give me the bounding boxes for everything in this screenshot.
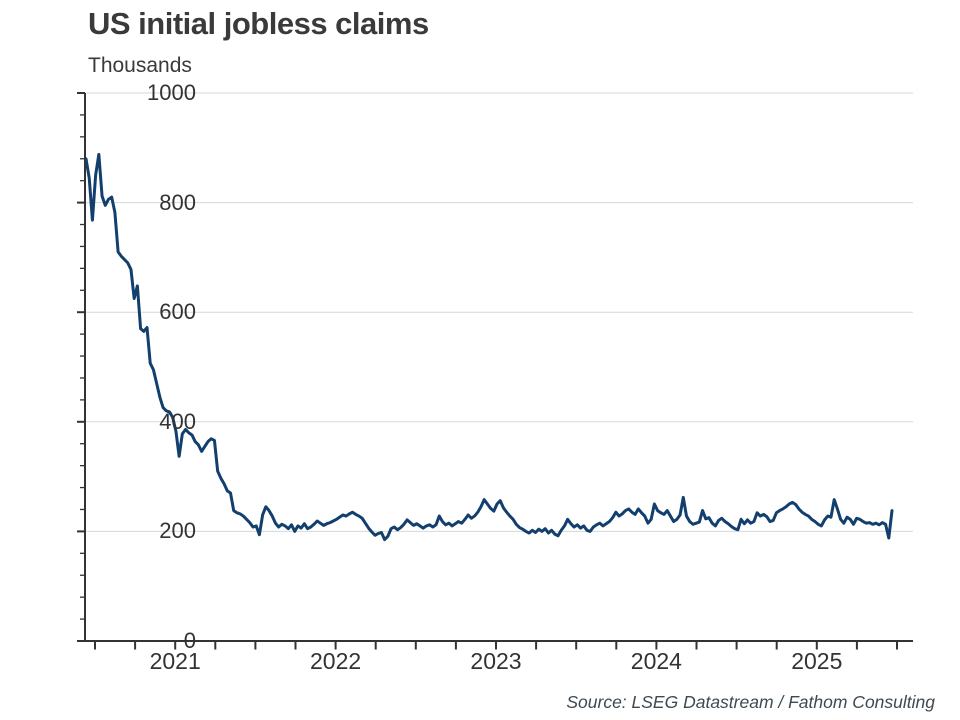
y-axis-tick-label-0: 0	[183, 628, 196, 653]
y-axis-tick-label-1000: 1000	[147, 80, 196, 105]
x-axis-year-label-2022: 2022	[310, 648, 362, 674]
x-axis-year-label-2021: 2021	[149, 648, 201, 674]
chart-title: US initial jobless claims	[88, 6, 429, 41]
x-axis-year-label-2024: 2024	[630, 648, 682, 674]
x-axis-year-label-2023: 2023	[470, 648, 522, 674]
y-axis-tick-label-400: 400	[159, 408, 196, 434]
y-axis-tick-label-200: 200	[159, 518, 196, 544]
source-note: Source: LSEG Datastream / Fathom Consult…	[566, 692, 935, 712]
claims-line-series	[84, 152, 894, 542]
chart-subtitle: Thousands	[88, 54, 192, 77]
y-axis-tick-label-800: 800	[159, 189, 196, 215]
x-axis-year-label-2025: 2025	[791, 648, 843, 674]
y-axis-tick-label-600: 600	[159, 299, 196, 325]
